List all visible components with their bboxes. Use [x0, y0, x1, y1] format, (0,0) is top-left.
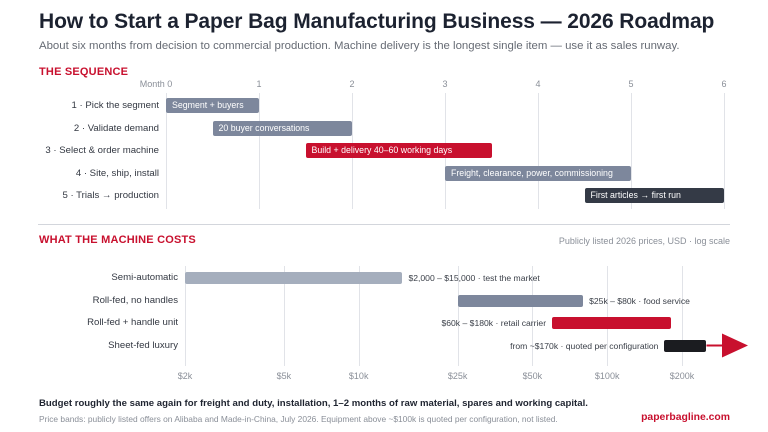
price-tick-label: $5k: [276, 371, 292, 381]
price-gridline: [185, 266, 186, 366]
budget-note: Budget roughly the same again for freigh…: [39, 398, 588, 409]
price-gridline: [607, 266, 609, 366]
machine-type-label: Roll-fed, no handles: [92, 294, 178, 306]
month-tick-label: 1: [256, 79, 262, 89]
step-label: 5 · Trials → production: [62, 190, 159, 201]
price-gridline: [283, 266, 285, 366]
price-tick-label: $100k: [594, 371, 620, 381]
price-gridline: [457, 266, 459, 366]
section-divider: [38, 224, 730, 225]
step-bar: 20 buyer conversations: [212, 120, 352, 136]
month-gridline: [259, 93, 260, 209]
source-note: Price bands: publicly listed offers on A…: [39, 414, 558, 424]
price-range-bar: [664, 339, 707, 352]
price-range-bar: [457, 294, 584, 307]
price-range-label: from ~$170k · quoted per configuration: [510, 340, 659, 351]
arrow-head: [722, 333, 748, 358]
price-tick-label: $10k: [348, 371, 369, 381]
price-tick-label: $200k: [669, 371, 695, 381]
step-bar: Segment + buyers: [166, 98, 259, 113]
page-subtitle: About six months from decision to commer…: [39, 40, 680, 52]
step-label: 3 · Select & order machine: [45, 145, 159, 156]
price-tick-label: $50k: [522, 371, 543, 381]
month-tick-label: 5: [628, 79, 634, 89]
price-range-bar: [552, 317, 671, 329]
month-tick-label: Month 0: [139, 79, 173, 89]
price-range-bar: [185, 272, 403, 284]
costs-note: Publicly listed 2026 prices, USD · log s…: [558, 236, 730, 246]
costs-heading: WHAT THE MACHINE COSTS: [39, 234, 196, 246]
price-range-label: $25k – $80k · food service: [589, 295, 690, 306]
month-gridline: [538, 93, 539, 209]
price-gridline: [358, 266, 360, 366]
month-gridline: [631, 93, 632, 209]
page-title: How to Start a Paper Bag Manufacturing B…: [39, 10, 715, 33]
step-bar: Freight, clearance, power, commissioning: [445, 165, 631, 181]
month-tick-label: 3: [442, 79, 448, 89]
month-tick-label: 4: [535, 79, 541, 89]
month-gridline: [724, 93, 725, 209]
step-bar: First articles → first run: [584, 188, 724, 203]
month-tick-label: 2: [349, 79, 355, 89]
price-gridline: [532, 266, 534, 366]
step-label: 1 · Pick the segment: [71, 100, 159, 111]
step-bar: Build + delivery 40–60 working days: [305, 143, 492, 158]
machine-type-label: Sheet-fed luxury: [108, 339, 178, 351]
month-tick-label: 6: [721, 79, 727, 89]
price-range-label: $60k – $180k · retail carrier: [441, 318, 547, 328]
machine-type-label: Roll-fed + handle unit: [87, 317, 178, 328]
step-label: 2 · Validate demand: [73, 122, 159, 134]
step-label: 4 · Site, ship, install: [75, 167, 159, 179]
price-tick-label: $2k: [177, 371, 193, 381]
price-gridline: [682, 266, 683, 366]
price-range-label: $2,000 – $15,000 · test the market: [408, 273, 540, 283]
brand-link[interactable]: paperbagline.com: [641, 412, 730, 423]
price-tick-label: $25k: [447, 371, 468, 381]
month-gridline: [166, 93, 167, 209]
sequence-heading: THE SEQUENCE: [39, 66, 129, 78]
machine-type-label: Semi-automatic: [111, 272, 178, 283]
